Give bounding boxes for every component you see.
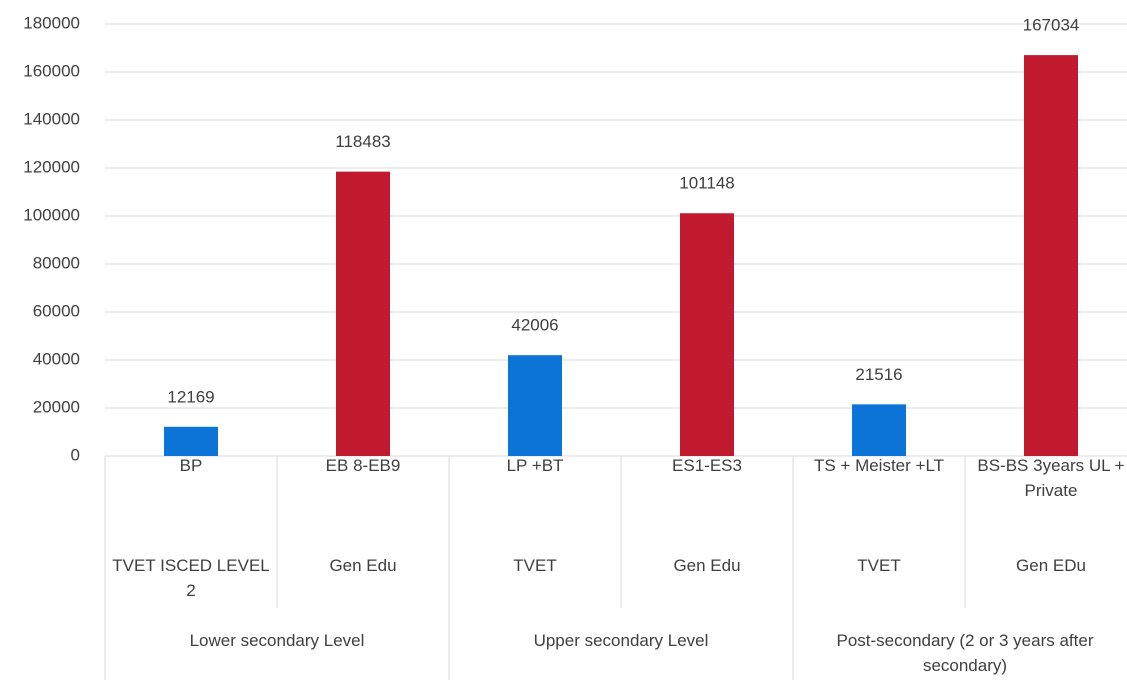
y-tick-label: 40000 — [33, 349, 80, 368]
y-tick-label: 60000 — [33, 301, 80, 320]
y-tick-label: 80000 — [33, 253, 80, 272]
data-label: 118483 — [335, 132, 390, 151]
x-subcategory-label: TVET ISCED LEVEL 2 — [112, 556, 270, 600]
x-group-label: Upper secondary Level — [533, 631, 709, 650]
data-label: 21516 — [855, 365, 902, 384]
x-group-label: Lower secondary Level — [189, 631, 365, 650]
y-tick-label: 100000 — [23, 205, 80, 224]
y-tick-label: 20000 — [33, 397, 80, 416]
x-tick-label: ES1-ES3 — [672, 456, 742, 475]
data-label: 12169 — [167, 387, 214, 406]
x-subcategory-label: Gen Edu — [329, 556, 397, 575]
y-tick-label: 120000 — [23, 157, 80, 176]
data-label: 101148 — [679, 174, 734, 193]
x-tick-label: EB 8-EB9 — [325, 456, 401, 475]
x-subcategory-label: TVET — [857, 556, 901, 575]
x-subcategory-label: TVET — [513, 556, 557, 575]
bar — [508, 355, 562, 456]
x-subcategory-label: Gen Edu — [673, 556, 741, 575]
bar — [336, 171, 390, 456]
x-tick-label: BP — [179, 456, 203, 475]
data-label: 167034 — [1023, 16, 1080, 35]
x-tick-label: LP +BT — [506, 456, 564, 475]
x-subcategory-label: Gen EDu — [1016, 556, 1086, 575]
y-tick-label: 0 — [71, 445, 80, 464]
y-tick-label: 180000 — [23, 13, 80, 32]
data-label: 42006 — [511, 316, 558, 335]
bar — [164, 426, 218, 456]
x-tick-label: TS + Meister +LT — [813, 456, 945, 475]
y-tick-label: 140000 — [23, 109, 80, 128]
bar — [852, 404, 906, 456]
x-group-label: Post-secondary (2 or 3 years after secon… — [836, 631, 1094, 675]
bar — [680, 213, 734, 456]
x-tick-label: BS-BS 3years UL + Private — [977, 456, 1125, 500]
bar — [1024, 55, 1078, 456]
y-tick-label: 160000 — [23, 61, 80, 80]
